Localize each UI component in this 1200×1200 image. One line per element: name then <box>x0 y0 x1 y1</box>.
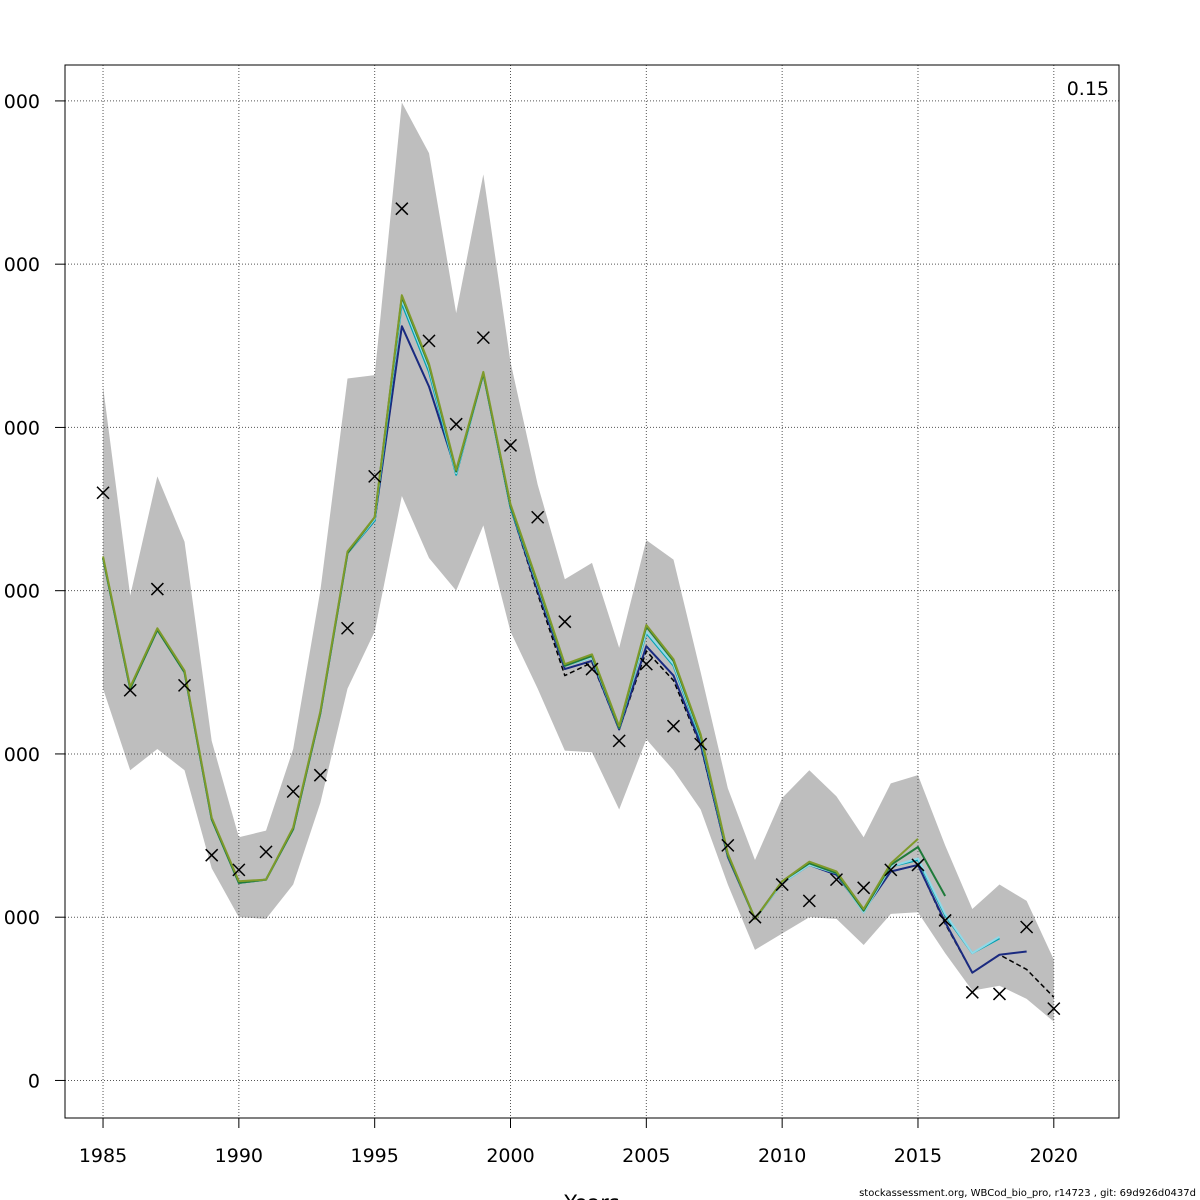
observation-point-stroke <box>449 417 463 431</box>
x-tick-label: 1985 <box>79 1145 127 1167</box>
observation-point <box>802 894 816 908</box>
footer-note: stockassessment.org, WBCod_bio_pro, r147… <box>859 1188 1196 1199</box>
observation-point <box>340 621 355 635</box>
observation-point-stroke <box>666 719 681 733</box>
observation-point-stroke <box>1020 920 1034 934</box>
observation-point <box>775 878 789 892</box>
y-tick-label: 0 <box>28 1070 40 1092</box>
observation-point-stroke <box>123 683 137 697</box>
observation-point-stroke <box>395 202 409 216</box>
observation-point-stroke <box>177 678 192 692</box>
observation-point-stroke <box>884 863 898 877</box>
observation-point-stroke <box>802 894 816 908</box>
axis-layer: 1985 1990 1995 2000 2005 2010 2015 202000000000… <box>4 91 1078 1167</box>
observation-point <box>558 615 572 629</box>
observation-point <box>612 734 626 748</box>
x-tick-label: 2000 <box>486 1145 534 1167</box>
observation-point <box>422 334 436 348</box>
observation-point-stroke <box>96 486 110 500</box>
x-tick-label: 1990 <box>215 1145 263 1167</box>
observation-point-stroke <box>775 878 789 892</box>
observation-point-stroke <box>232 863 246 877</box>
observation-point <box>721 838 735 852</box>
observation-point <box>150 582 164 596</box>
observation-point-stroke <box>150 582 164 596</box>
observation-point-stroke <box>938 913 952 927</box>
observation-point <box>232 863 246 877</box>
observation-point <box>259 845 273 859</box>
observation-point <box>96 486 110 500</box>
observation-point-stroke <box>422 334 436 348</box>
series-layer <box>102 294 1055 998</box>
observation-point <box>666 719 681 733</box>
observation-point-stroke <box>503 438 518 452</box>
observation-point <box>531 510 545 524</box>
observation-point <box>503 438 518 452</box>
x-tick-label: 1995 <box>351 1145 399 1167</box>
y-tick-label: 000 <box>4 91 40 113</box>
observation-point-stroke <box>857 881 871 895</box>
confidence-band-layer <box>103 102 1054 1022</box>
observation-point <box>1047 1002 1061 1016</box>
observation-point-stroke <box>748 910 762 924</box>
observation-point <box>829 873 844 887</box>
y-tick-label: 000 <box>4 254 40 276</box>
observation-point <box>965 985 979 999</box>
plot-frame <box>64 64 1120 1119</box>
x-tick-label: 2010 <box>758 1145 806 1167</box>
observation-point <box>177 678 192 692</box>
observation-point-stroke <box>313 768 327 782</box>
observation-point <box>938 913 952 927</box>
observation-point <box>368 469 382 483</box>
observation-point-stroke <box>721 838 735 852</box>
observation-point <box>476 331 490 345</box>
series-line-6 <box>102 294 919 920</box>
observation-point <box>205 848 219 862</box>
observation-points-layer <box>96 202 1061 1016</box>
y-tick-label: 000 <box>4 907 40 929</box>
observation-point-stroke <box>992 987 1007 1001</box>
observation-point-stroke <box>558 615 572 629</box>
observation-point <box>1020 920 1034 934</box>
corner-note: 0.15 <box>1067 78 1109 100</box>
observation-point-stroke <box>911 858 925 872</box>
observation-point-stroke <box>585 662 599 676</box>
y-tick-label: 000 <box>4 581 40 603</box>
observation-point <box>585 662 599 676</box>
observation-point-stroke <box>531 510 545 524</box>
observation-point <box>395 202 409 216</box>
observation-point-stroke <box>1047 1002 1061 1016</box>
observation-point <box>857 881 871 895</box>
y-tick-label: 000 <box>4 417 40 439</box>
observation-point-stroke <box>612 734 626 748</box>
observation-point-stroke <box>829 873 844 887</box>
observation-point-stroke <box>639 657 653 671</box>
x-tick-label: 2020 <box>1030 1145 1078 1167</box>
observation-point-stroke <box>476 331 490 345</box>
x-axis-label: Years <box>563 1191 619 1200</box>
observation-point <box>694 737 708 751</box>
observation-point <box>639 657 653 671</box>
observation-point <box>911 858 925 872</box>
confidence-band <box>103 102 1054 1022</box>
observation-point-stroke <box>965 985 979 999</box>
observation-point <box>748 910 762 924</box>
observation-point <box>992 987 1007 1001</box>
x-tick-label: 2015 <box>894 1145 942 1167</box>
observation-point <box>884 863 898 877</box>
observation-point-stroke <box>286 784 300 799</box>
observation-point <box>449 417 463 431</box>
observation-point-stroke <box>694 737 708 751</box>
y-tick-label: 000 <box>4 744 40 766</box>
x-tick-label: 2005 <box>622 1145 670 1167</box>
observation-point <box>286 784 300 799</box>
observation-point <box>123 683 137 697</box>
observation-point-stroke <box>205 848 219 862</box>
observation-point <box>313 768 327 782</box>
observation-point-stroke <box>368 469 382 483</box>
observation-point-stroke <box>340 621 355 635</box>
observation-point-stroke <box>259 845 273 859</box>
